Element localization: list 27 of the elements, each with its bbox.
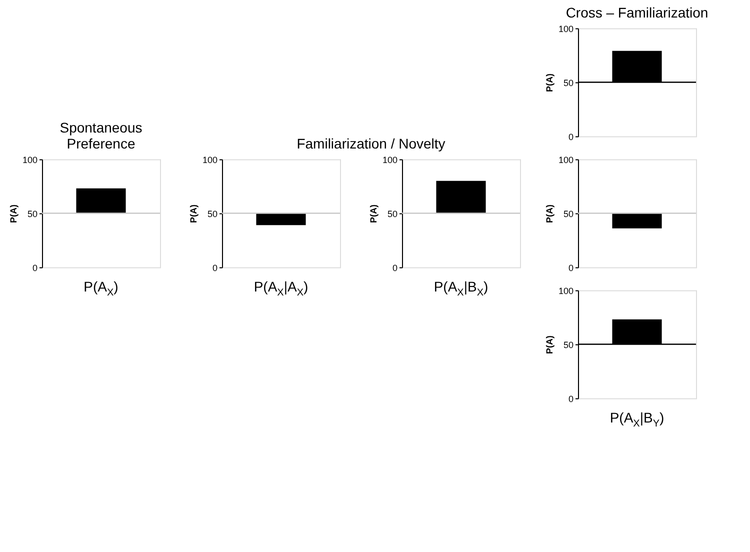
y-tick-label: 50	[563, 78, 574, 88]
chart-title: Cross – Familiarization	[566, 4, 708, 20]
y-tick-label: 0	[212, 262, 218, 273]
y-tick-label: 100	[22, 154, 38, 165]
y-tick-label: 0	[392, 262, 398, 273]
y-axis-title: P(A)	[8, 204, 18, 223]
y-tick-label: 100	[558, 286, 574, 296]
y-tick-label: 50	[387, 208, 398, 219]
y-tick-label: 0	[32, 262, 38, 273]
y-tick-label: 50	[563, 340, 574, 350]
y-tick-label: 50	[563, 208, 574, 219]
y-tick-label: 0	[568, 262, 574, 273]
text: Familiarization / Novelty	[296, 135, 446, 152]
y-axis-title: P(A)	[544, 336, 554, 354]
y-axis-title: P(A)	[368, 204, 378, 223]
chart-title: Spontaneous Preference	[60, 119, 142, 152]
y-tick-label: 100	[202, 154, 218, 165]
y-tick-label: 0	[568, 132, 574, 142]
y-tick-label: 100	[558, 24, 574, 34]
y-tick-label: 100	[558, 154, 574, 165]
y-tick-label: 50	[207, 208, 218, 219]
y-tick-label: 0	[568, 394, 574, 404]
y-axis-title: P(A)	[544, 204, 554, 223]
y-tick-label: 100	[382, 154, 398, 165]
y-axis-title: P(A)	[188, 204, 198, 223]
y-axis-title: P(A)	[544, 74, 554, 92]
y-tick-label: 50	[27, 208, 38, 219]
